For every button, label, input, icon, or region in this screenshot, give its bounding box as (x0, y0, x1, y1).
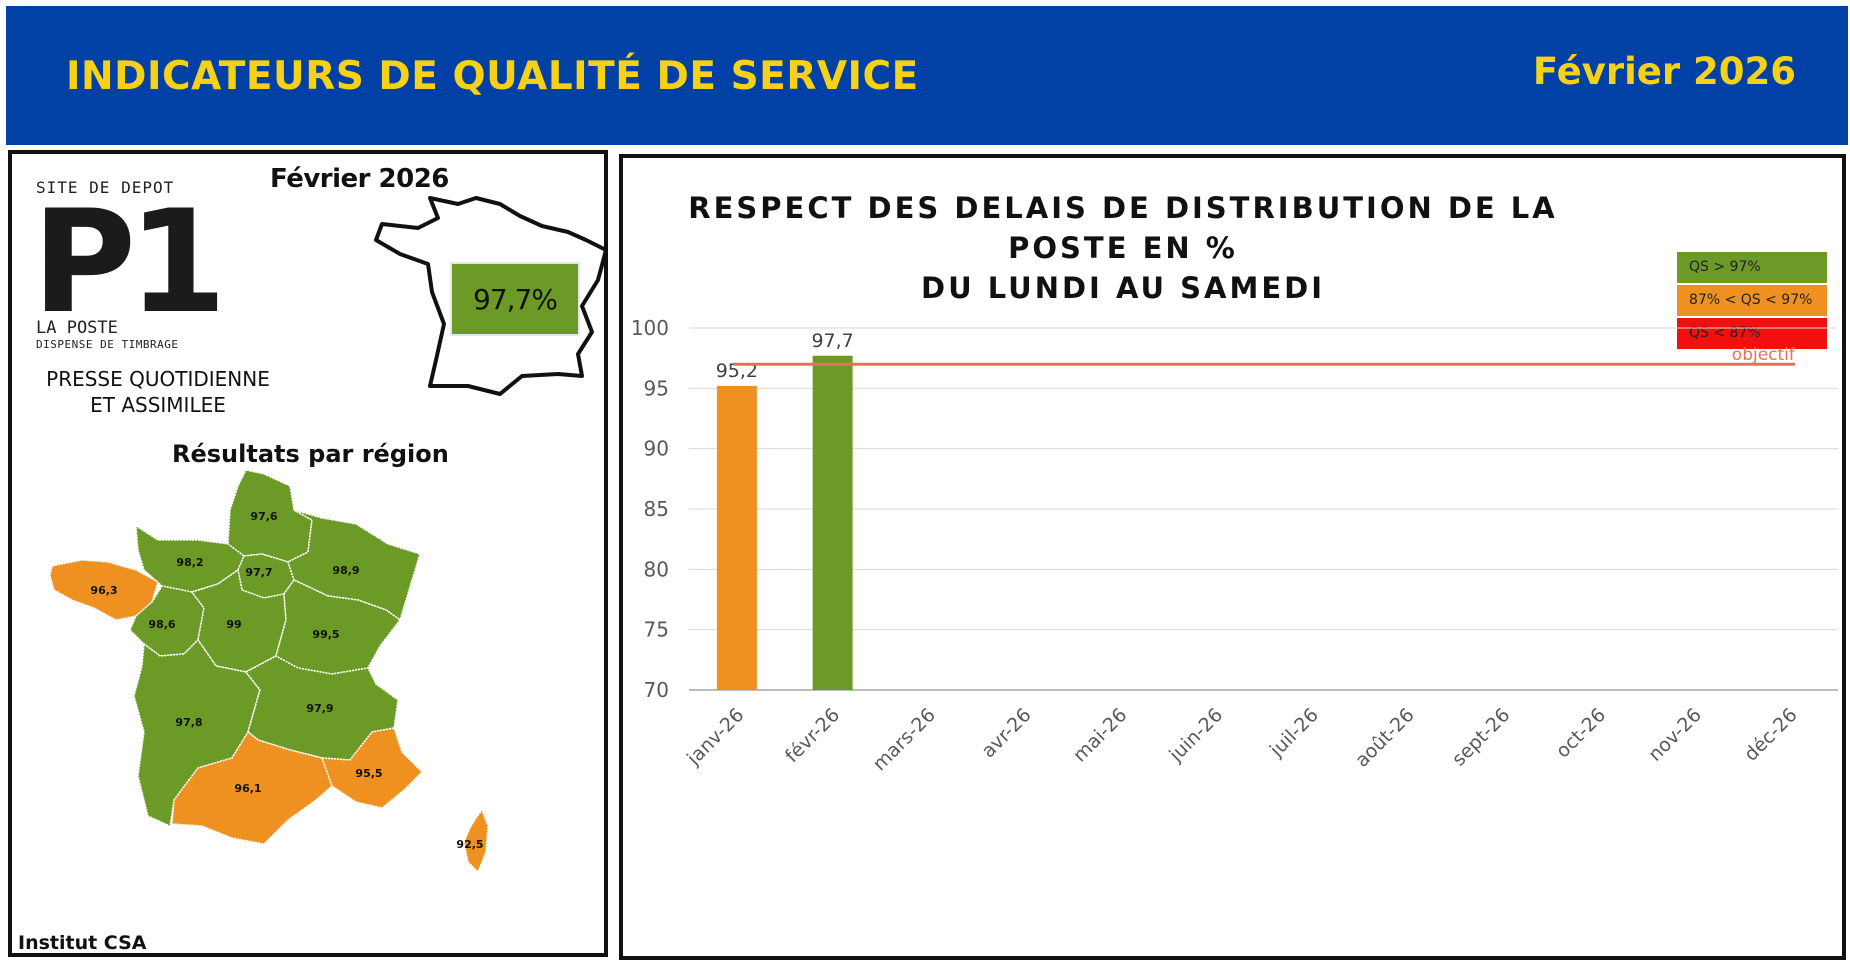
region-occitanie (171, 730, 333, 845)
source-label: Institut CSA (18, 932, 147, 954)
x-tick-label: mai-26 (1069, 704, 1132, 767)
category-line1: PRESSE QUOTIDIENNE (46, 367, 270, 391)
region-label-normandie: 98,2 (176, 556, 203, 569)
region-hauts-de-france (227, 470, 313, 563)
chart-title-line1: RESPECT DES DELAIS DE DISTRIBUTION DE LA… (688, 191, 1558, 265)
x-tick-label: déc-26 (1740, 704, 1802, 766)
x-tick-label: sept-26 (1448, 704, 1515, 771)
region-label-hauts-de-france: 97,6 (250, 510, 277, 523)
bar (716, 385, 757, 690)
x-tick-label: nov-26 (1644, 704, 1706, 766)
region-label-ile-de-france: 97,7 (245, 566, 272, 579)
x-tick-label: juil-26 (1265, 704, 1323, 762)
region-label-occitanie: 96,1 (234, 782, 261, 795)
x-tick-label: févr-26 (781, 704, 844, 767)
data-label: 97,7 (811, 330, 853, 352)
logo-top-text: SITE DE DEPOT (36, 178, 175, 197)
region-provence-alpes-cote-dazur (320, 727, 424, 809)
y-tick-label: 75 (644, 618, 669, 642)
region-label-centre-val-de-loire: 99 (226, 618, 241, 631)
x-tick-label: janv-26 (682, 704, 748, 770)
x-tick-label: avr-26 (977, 704, 1035, 762)
legend-item-orange: 87% < QS < 97% (1677, 285, 1827, 316)
chart-panel: RESPECT DES DELAIS DE DISTRIBUTION DE LA… (619, 154, 1846, 960)
map-title: Résultats par région (172, 440, 449, 468)
chart-legend: QS > 97% 87% < QS < 97% QS < 87% (1677, 252, 1827, 351)
y-tick-label: 95 (644, 376, 669, 400)
region-label-bretagne: 96,3 (90, 584, 117, 597)
page-title: INDICATEURS DE QUALITÉ DE SERVICE (66, 54, 919, 99)
chart-title: RESPECT DES DELAIS DE DISTRIBUTION DE LA… (623, 188, 1623, 308)
left-panel: SITE DE DEPOT P1 LA POSTE DISPENSE DE TI… (8, 150, 608, 957)
region-map: 97,6 98,2 97,7 98,9 96,3 98,6 99 99,5 97… (49, 470, 489, 874)
region-label-nouvelle-aquitaine: 97,8 (175, 716, 202, 729)
logo-line2: DISPENSE DE TIMBRAGE (36, 338, 179, 351)
region-normandie (135, 524, 245, 593)
bar (812, 355, 853, 690)
region-label-auvergne-rhone-alpes: 97,9 (306, 702, 333, 715)
y-tick-label: 90 (644, 437, 669, 461)
category-label: PRESSE QUOTIDIENNE ET ASSIMILEE (28, 366, 288, 418)
y-tick-label: 80 (644, 557, 669, 581)
region-label-bourgogne-franche-comte: 99,5 (312, 628, 339, 641)
region-corse (463, 808, 489, 874)
legend-item-red: QS < 87% (1677, 318, 1827, 349)
x-tick-label: août-26 (1351, 704, 1419, 772)
region-label-corse: 92,5 (456, 838, 483, 851)
objective-label: objectif (1732, 345, 1796, 365)
y-tick-label: 70 (644, 678, 669, 702)
left-panel-date: Février 2026 (270, 164, 449, 194)
p1-logo: SITE DE DEPOT P1 LA POSTE DISPENSE DE TI… (32, 178, 236, 351)
y-tick-label: 85 (644, 497, 669, 521)
logo-big-text: P1 (32, 180, 227, 345)
x-tick-label: mars-26 (869, 704, 940, 775)
legend-item-green: QS > 97% (1677, 252, 1827, 283)
category-line2: ET ASSIMILEE (90, 393, 226, 417)
region-label-provence-alpes-cote-dazur: 95,5 (355, 767, 382, 780)
y-tick-label: 100 (631, 316, 669, 340)
x-tick-label: oct-26 (1552, 704, 1610, 762)
logo-line1: LA POSTE (36, 318, 118, 338)
header-date: Février 2026 (1532, 50, 1796, 93)
region-bretagne (49, 559, 159, 621)
x-tick-label: juin-26 (1164, 704, 1227, 767)
header-banner: INDICATEURS DE QUALITÉ DE SERVICE Févrie… (6, 6, 1848, 145)
region-label-grand-est: 98,9 (332, 564, 359, 577)
chart-title-line2: DU LUNDI AU SAMEDI (921, 271, 1325, 305)
region-label-pays-de-la-loire: 98,6 (148, 618, 175, 631)
national-score-badge: 97,7% (450, 262, 580, 336)
